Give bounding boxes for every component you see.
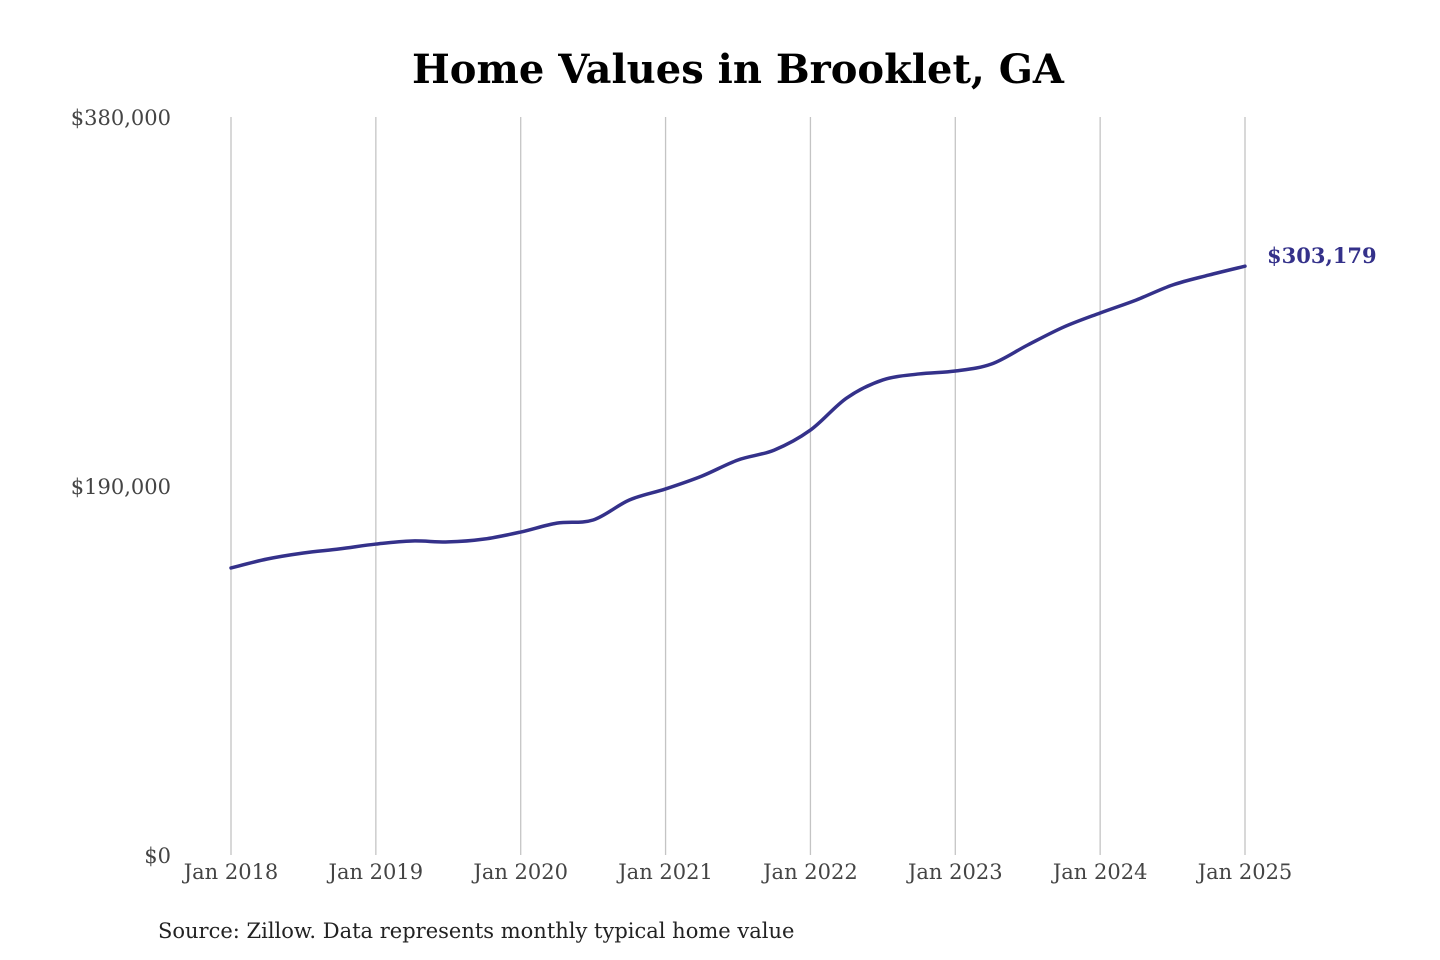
x-tick-label: Jan 2024: [1051, 860, 1148, 884]
end-value-label: $303,179: [1267, 243, 1377, 268]
x-tick-label: Jan 2025: [1196, 860, 1293, 884]
y-tick-label: $190,000: [71, 475, 171, 499]
x-tick-label: Jan 2021: [616, 860, 713, 884]
y-tick-label: $0: [144, 844, 171, 868]
x-tick-label: Jan 2018: [182, 860, 279, 884]
series-line: [229, 264, 1247, 570]
y-tick-label: $380,000: [71, 106, 171, 130]
x-tick-label: Jan 2019: [327, 860, 424, 884]
chart-title: Home Values in Brooklet, GA: [412, 46, 1065, 93]
x-tick-label: Jan 2020: [471, 860, 568, 884]
x-tick-label: Jan 2023: [906, 860, 1003, 884]
source-note: Source: Zillow. Data represents monthly …: [158, 919, 794, 943]
x-tick-label: Jan 2022: [761, 860, 858, 884]
